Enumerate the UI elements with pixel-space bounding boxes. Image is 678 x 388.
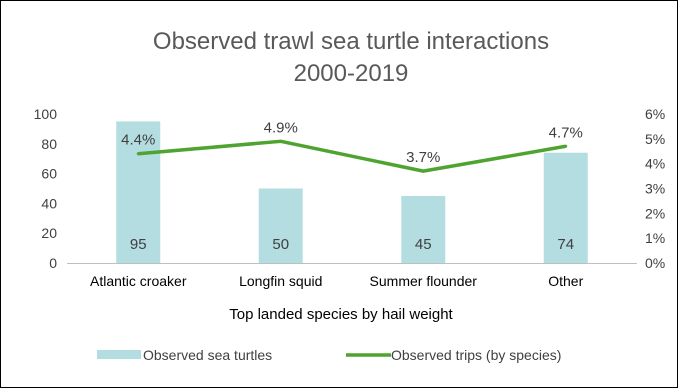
bar (543, 152, 588, 263)
y-left-tick-label: 80 (41, 136, 57, 152)
line-value-label: 4.4% (121, 132, 155, 149)
y-right-tick-label: 0% (645, 255, 665, 271)
line-point (421, 169, 425, 173)
y-left-tick-label: 40 (41, 195, 57, 211)
y-right-tick-label: 6% (645, 106, 665, 122)
x-axis-label: Top landed species by hail weight (229, 306, 453, 323)
category-label: Atlantic croaker (90, 273, 187, 289)
y-right-tick-label: 2% (645, 205, 665, 221)
bar-value-label: 74 (557, 236, 574, 253)
line-point (136, 152, 140, 156)
chart-title-line-2: 2000-2019 (294, 60, 409, 87)
category-label: Longfin squid (239, 273, 322, 289)
y-left-tick-label: 0 (49, 255, 57, 271)
bar (258, 188, 303, 263)
line-series (138, 139, 567, 173)
bar-value-label: 50 (272, 236, 289, 253)
y-left-tick-label: 20 (41, 225, 57, 241)
legend-line-label: Observed trips (by species) (391, 347, 561, 363)
bar-value-label: 45 (415, 236, 432, 253)
y-right-tick-label: 5% (645, 131, 665, 147)
legend-bar-swatch (97, 350, 141, 359)
category-label: Other (548, 273, 583, 289)
bar-value-label: 95 (130, 236, 147, 253)
y-right-tick-label: 1% (645, 230, 665, 246)
bar (116, 121, 161, 263)
chart-title-line-1: Observed trawl sea turtle interactions (153, 28, 549, 55)
plot-area: 0 20 40 60 80 100 0% 1% 2% 3% 4% 5% 6% 95 50 45 74 Atlant… (34, 106, 666, 289)
line-value-label: 4.9% (264, 119, 298, 136)
category-label: Summer flounder (370, 273, 478, 289)
legend: Observed sea turtles Observed trips (by s… (97, 347, 561, 363)
y-left-tick-label: 60 (41, 166, 57, 182)
y-right-tick-label: 3% (645, 181, 665, 197)
bar (401, 195, 446, 263)
line-point (279, 139, 283, 143)
legend-bar-label: Observed sea turtles (143, 347, 272, 363)
y-left-tick-label: 100 (34, 106, 58, 122)
line-value-label: 3.7% (406, 149, 440, 166)
y-right-tick-label: 4% (645, 156, 665, 172)
line-point (564, 144, 568, 148)
line-value-label: 4.7% (549, 124, 583, 141)
